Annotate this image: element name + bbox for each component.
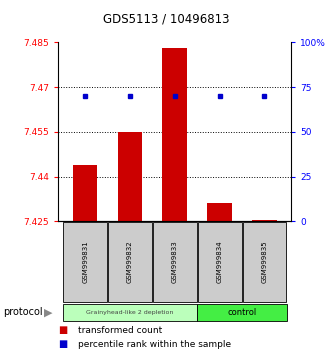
Text: GSM999834: GSM999834 <box>217 241 223 283</box>
Bar <box>207 204 232 221</box>
Text: control: control <box>227 308 257 317</box>
Text: GSM999835: GSM999835 <box>261 241 267 283</box>
Bar <box>198 222 242 302</box>
Bar <box>242 222 286 302</box>
Text: transformed count: transformed count <box>78 326 163 335</box>
Bar <box>63 222 107 302</box>
Bar <box>197 304 287 321</box>
Text: ■: ■ <box>58 339 68 349</box>
Text: GSM999833: GSM999833 <box>172 241 178 283</box>
Text: GDS5113 / 10496813: GDS5113 / 10496813 <box>103 12 230 25</box>
Text: Grainyhead-like 2 depletion: Grainyhead-like 2 depletion <box>86 310 174 315</box>
Bar <box>118 132 142 221</box>
Bar <box>163 48 187 221</box>
Text: protocol: protocol <box>3 307 43 318</box>
Bar <box>108 222 152 302</box>
Text: GSM999831: GSM999831 <box>82 241 88 283</box>
Bar <box>153 222 197 302</box>
Text: percentile rank within the sample: percentile rank within the sample <box>78 340 231 349</box>
Bar <box>73 165 98 221</box>
Text: ▶: ▶ <box>44 307 53 318</box>
Text: ■: ■ <box>58 325 68 335</box>
Bar <box>252 220 277 221</box>
Text: GSM999832: GSM999832 <box>127 241 133 283</box>
Bar <box>63 304 197 321</box>
